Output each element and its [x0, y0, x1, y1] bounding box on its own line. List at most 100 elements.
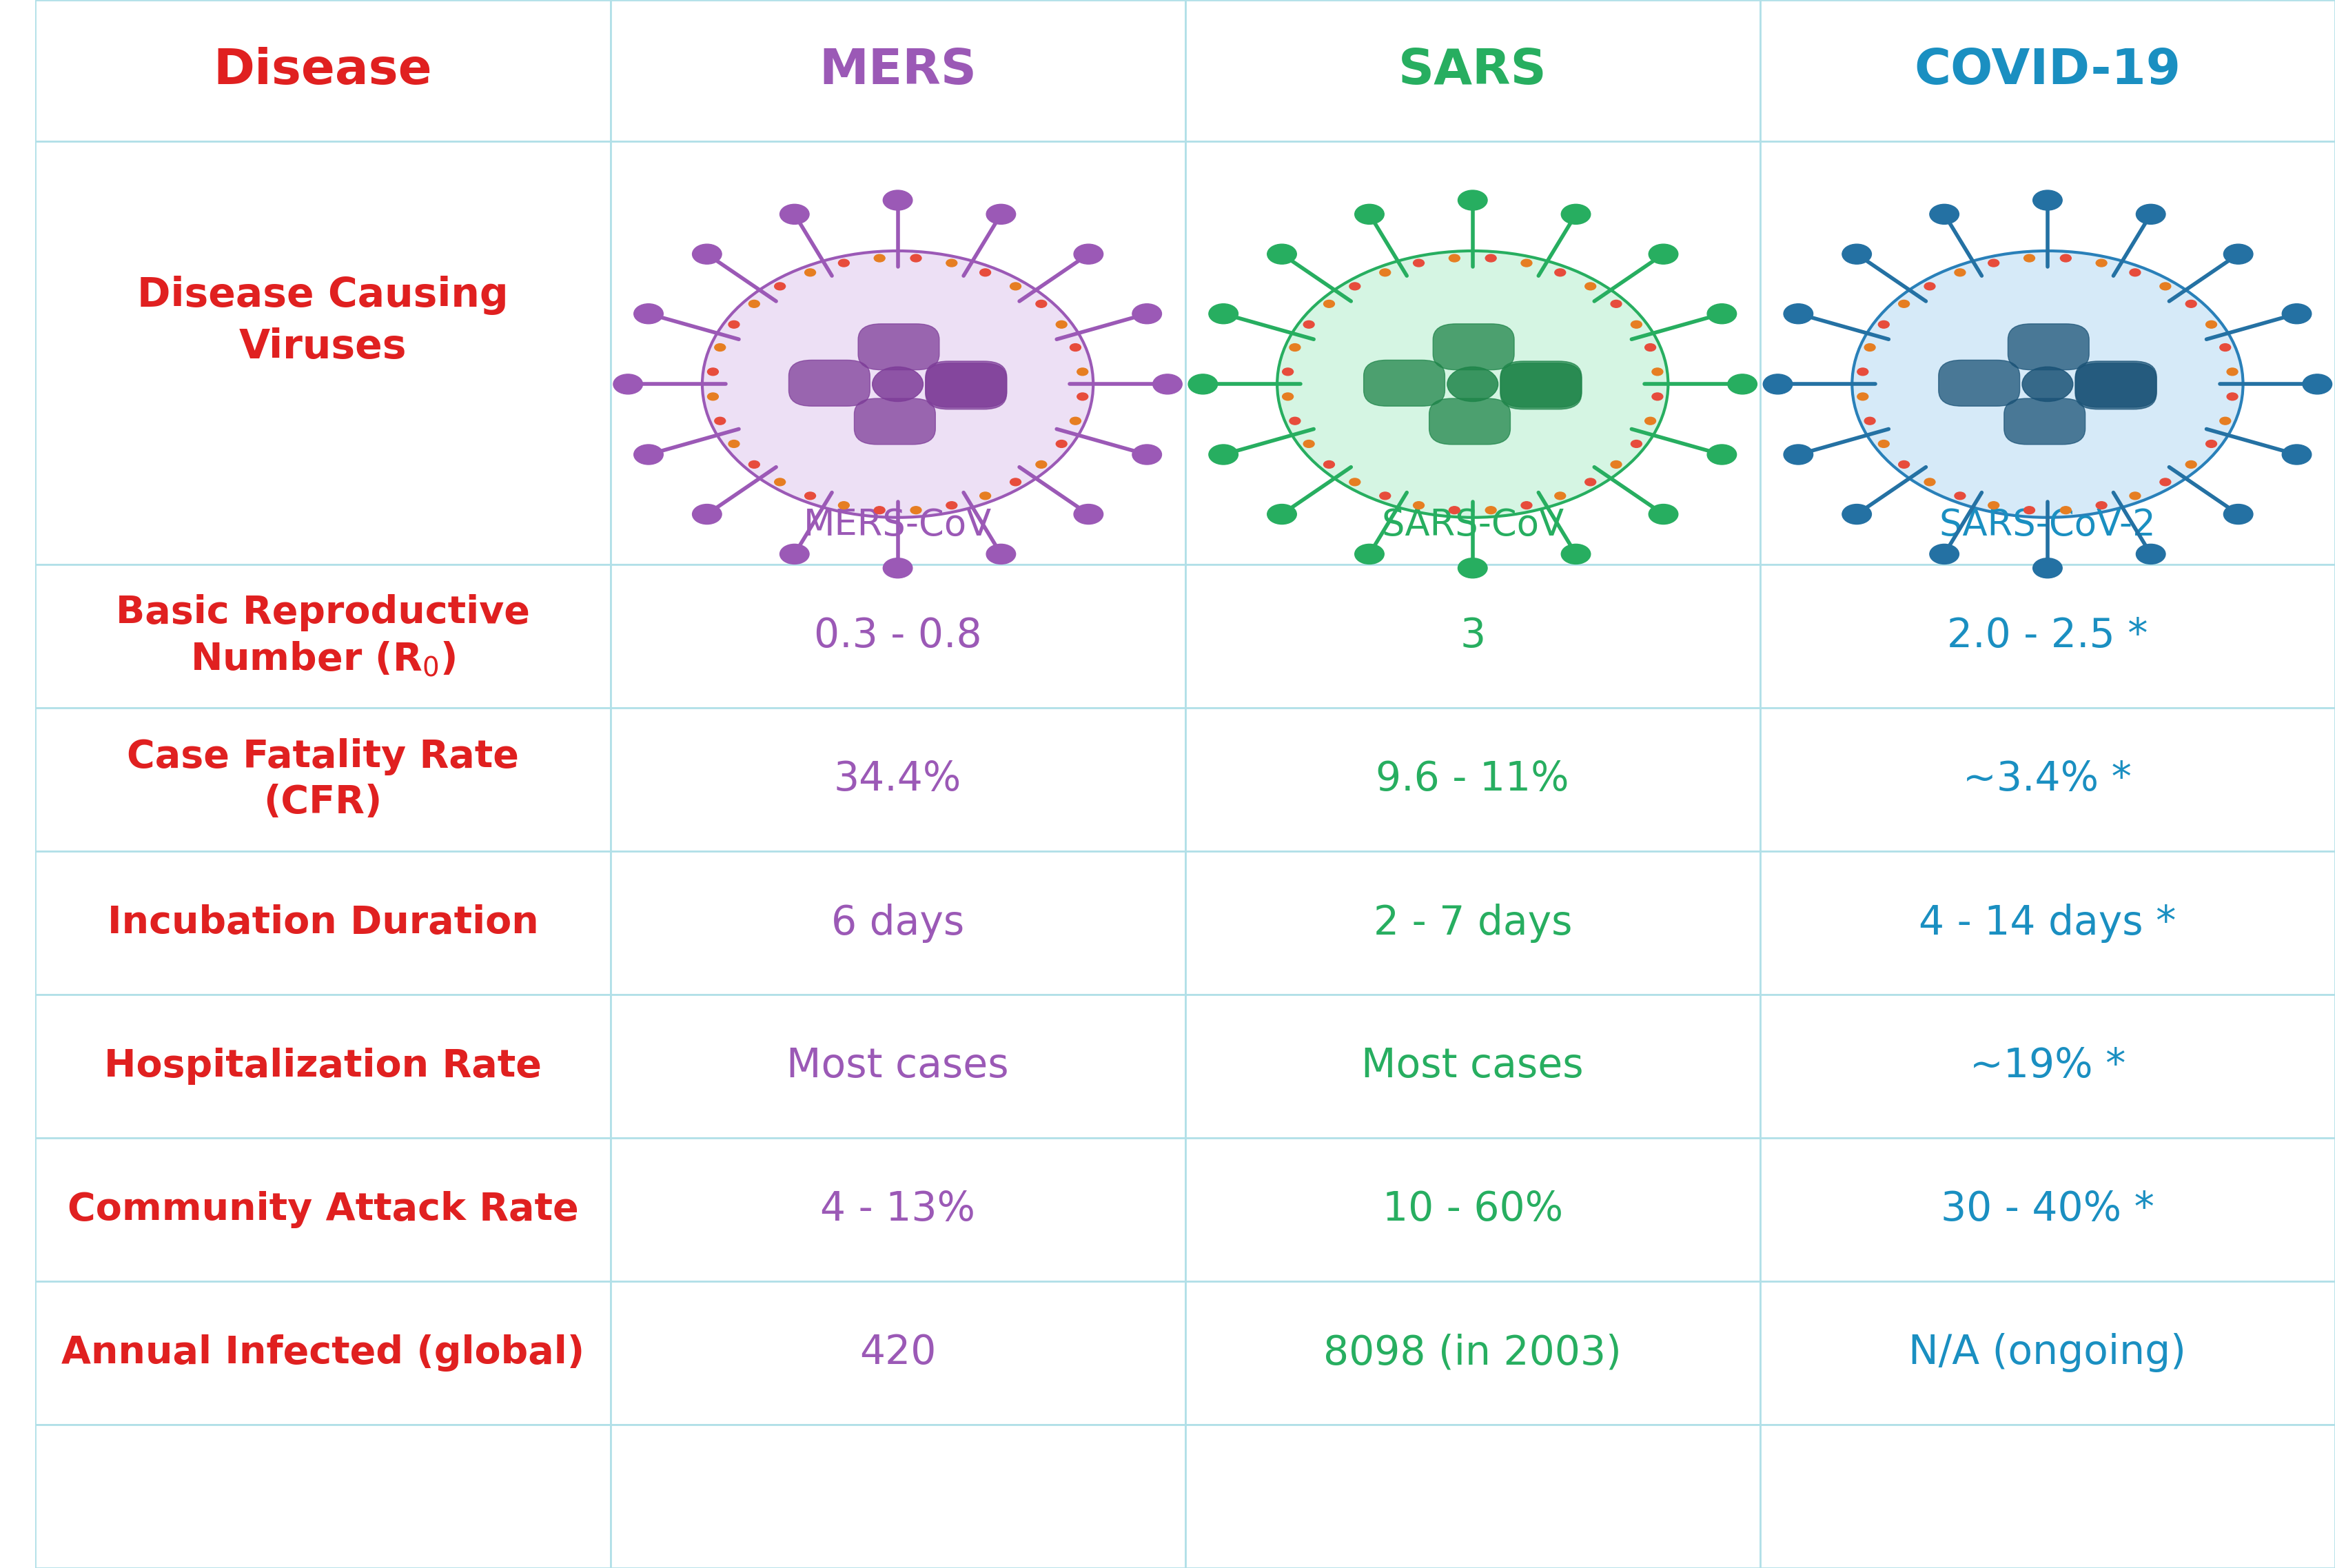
- Circle shape: [1898, 299, 1910, 307]
- Text: SARS-CoV-2: SARS-CoV-2: [1938, 508, 2155, 543]
- FancyBboxPatch shape: [1501, 361, 1581, 408]
- Circle shape: [1852, 251, 2244, 517]
- Circle shape: [1450, 254, 1459, 262]
- Circle shape: [806, 268, 815, 276]
- Circle shape: [693, 245, 722, 263]
- Circle shape: [1987, 259, 1999, 267]
- Circle shape: [2207, 321, 2216, 328]
- Bar: [1186, 564, 1761, 707]
- Circle shape: [1210, 445, 1238, 464]
- Circle shape: [1413, 502, 1424, 510]
- Circle shape: [1856, 368, 1868, 375]
- Bar: [35, 0, 609, 141]
- Bar: [1761, 1425, 2335, 1568]
- FancyBboxPatch shape: [2003, 398, 2085, 444]
- Text: 6 days: 6 days: [831, 903, 964, 942]
- Circle shape: [1611, 299, 1623, 307]
- Circle shape: [1644, 417, 1656, 425]
- Circle shape: [985, 544, 1016, 564]
- FancyBboxPatch shape: [2008, 325, 2090, 370]
- Bar: [609, 994, 1186, 1138]
- Circle shape: [1448, 367, 1499, 401]
- Circle shape: [1074, 505, 1102, 524]
- Text: Community Attack Rate: Community Attack Rate: [68, 1192, 579, 1228]
- Circle shape: [1763, 375, 1793, 394]
- Circle shape: [1011, 478, 1020, 486]
- Circle shape: [1929, 204, 1959, 224]
- Circle shape: [1520, 259, 1532, 267]
- Circle shape: [2281, 304, 2312, 323]
- Bar: [35, 1425, 609, 1568]
- Circle shape: [2228, 394, 2237, 400]
- Text: SARS-CoV: SARS-CoV: [1382, 508, 1564, 543]
- FancyBboxPatch shape: [1501, 364, 1581, 409]
- Circle shape: [2302, 375, 2333, 394]
- Circle shape: [1954, 268, 1966, 276]
- Circle shape: [693, 505, 722, 524]
- Circle shape: [1069, 343, 1081, 351]
- Circle shape: [1555, 492, 1567, 500]
- Circle shape: [1289, 417, 1301, 425]
- Bar: [35, 564, 609, 707]
- Circle shape: [1055, 321, 1067, 328]
- Circle shape: [1485, 506, 1497, 514]
- Circle shape: [633, 304, 663, 323]
- Circle shape: [1074, 245, 1102, 263]
- Circle shape: [1630, 441, 1642, 447]
- Circle shape: [1069, 417, 1081, 425]
- Text: Most cases: Most cases: [1361, 1046, 1583, 1087]
- Circle shape: [708, 394, 719, 400]
- Text: Annual Infected (global): Annual Infected (global): [61, 1334, 584, 1372]
- Bar: [1761, 564, 2335, 707]
- Circle shape: [1562, 544, 1590, 564]
- Circle shape: [1277, 251, 1667, 517]
- Text: Hospitalization Rate: Hospitalization Rate: [105, 1047, 542, 1085]
- Circle shape: [1132, 304, 1160, 323]
- Circle shape: [780, 544, 810, 564]
- Text: 34.4%: 34.4%: [834, 760, 962, 800]
- Circle shape: [981, 492, 990, 500]
- Circle shape: [1037, 461, 1046, 469]
- Bar: [609, 707, 1186, 851]
- Circle shape: [946, 259, 957, 267]
- Circle shape: [1303, 321, 1315, 328]
- Circle shape: [2281, 445, 2312, 464]
- Circle shape: [2097, 502, 2106, 510]
- Circle shape: [750, 461, 759, 469]
- Circle shape: [2137, 204, 2165, 224]
- Circle shape: [1055, 441, 1067, 447]
- Circle shape: [1354, 204, 1385, 224]
- Circle shape: [715, 417, 726, 425]
- FancyBboxPatch shape: [855, 398, 936, 444]
- Circle shape: [708, 368, 719, 375]
- Circle shape: [1651, 394, 1663, 400]
- Bar: [1761, 1138, 2335, 1281]
- Circle shape: [838, 502, 850, 510]
- Bar: [1186, 1281, 1761, 1425]
- Circle shape: [1450, 506, 1459, 514]
- Circle shape: [2022, 367, 2073, 401]
- FancyBboxPatch shape: [789, 361, 871, 406]
- Text: 2 - 7 days: 2 - 7 days: [1373, 903, 1571, 942]
- Circle shape: [2223, 505, 2253, 524]
- Circle shape: [1189, 375, 1217, 394]
- Circle shape: [775, 282, 785, 290]
- Circle shape: [1268, 245, 1296, 263]
- Bar: [1761, 141, 2335, 564]
- Circle shape: [1842, 505, 1870, 524]
- FancyBboxPatch shape: [2076, 361, 2158, 408]
- Text: Incubation Duration: Incubation Duration: [107, 905, 539, 941]
- Text: 30 - 40% *: 30 - 40% *: [1940, 1190, 2155, 1229]
- Circle shape: [1954, 492, 1966, 500]
- Text: 0.3 - 0.8: 0.3 - 0.8: [815, 616, 981, 655]
- Bar: [1761, 851, 2335, 994]
- Circle shape: [1924, 478, 1936, 486]
- Bar: [609, 141, 1186, 564]
- Text: 3: 3: [1459, 616, 1485, 655]
- Circle shape: [1011, 282, 1020, 290]
- Circle shape: [1707, 445, 1737, 464]
- Circle shape: [2221, 343, 2230, 351]
- Text: 9.6 - 11%: 9.6 - 11%: [1375, 760, 1569, 800]
- Circle shape: [873, 367, 922, 401]
- Text: 2.0 - 2.5 *: 2.0 - 2.5 *: [1947, 616, 2148, 655]
